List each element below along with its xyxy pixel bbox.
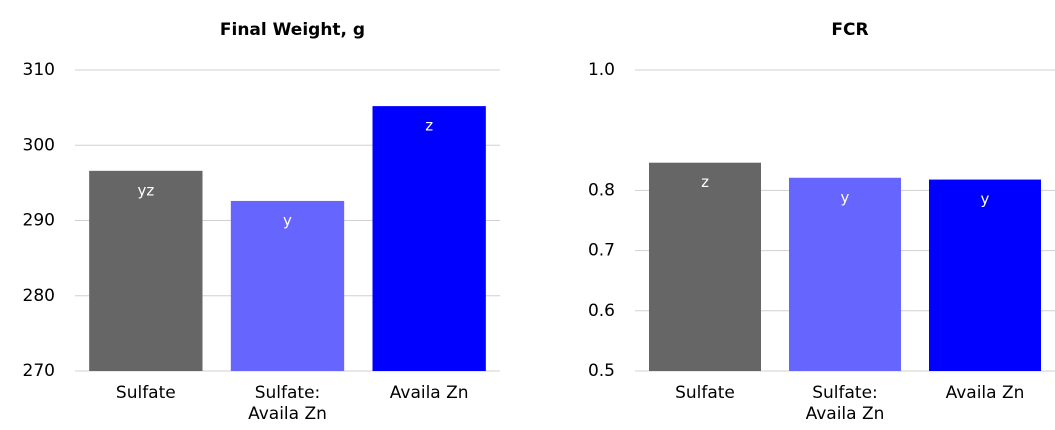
bar (89, 170, 203, 371)
x-tick-label: Sulfate (675, 383, 735, 403)
bar (230, 200, 345, 371)
chart-title: Final Weight, g (220, 20, 365, 40)
bar-annotation: z (701, 173, 709, 191)
y-tick-label: 0.6 (588, 301, 615, 321)
y-tick-label: 290 (23, 211, 55, 231)
y-tick-label: 1.0 (588, 60, 615, 80)
bar-annotation: z (425, 117, 433, 135)
y-tick-label: 0.7 (588, 241, 615, 261)
chart-title: FCR (831, 20, 868, 40)
y-tick-label: 0.5 (588, 361, 615, 381)
x-tick-label: Availa Zn (389, 383, 469, 403)
x-tick-label: Availa Zn (945, 383, 1025, 403)
bar-annotation: y (841, 188, 850, 206)
bar-annotation: y (283, 211, 292, 229)
x-tick-label: Sulfate: Availa Zn (805, 383, 885, 424)
bar (649, 162, 761, 371)
y-tick-label: 300 (23, 135, 55, 155)
y-tick-label: 0.8 (588, 180, 615, 200)
x-tick-label: Sulfate (115, 383, 176, 403)
bar (789, 177, 901, 371)
y-tick-label: 310 (23, 60, 55, 80)
bar-annotation: y (981, 190, 990, 208)
y-tick-label: 270 (23, 361, 55, 381)
bar (929, 179, 1041, 371)
y-tick-label: 280 (23, 286, 55, 306)
bar (372, 106, 486, 372)
bar-annotation: yz (137, 181, 154, 199)
x-tick-label: Sulfate: Availa Zn (248, 383, 327, 424)
